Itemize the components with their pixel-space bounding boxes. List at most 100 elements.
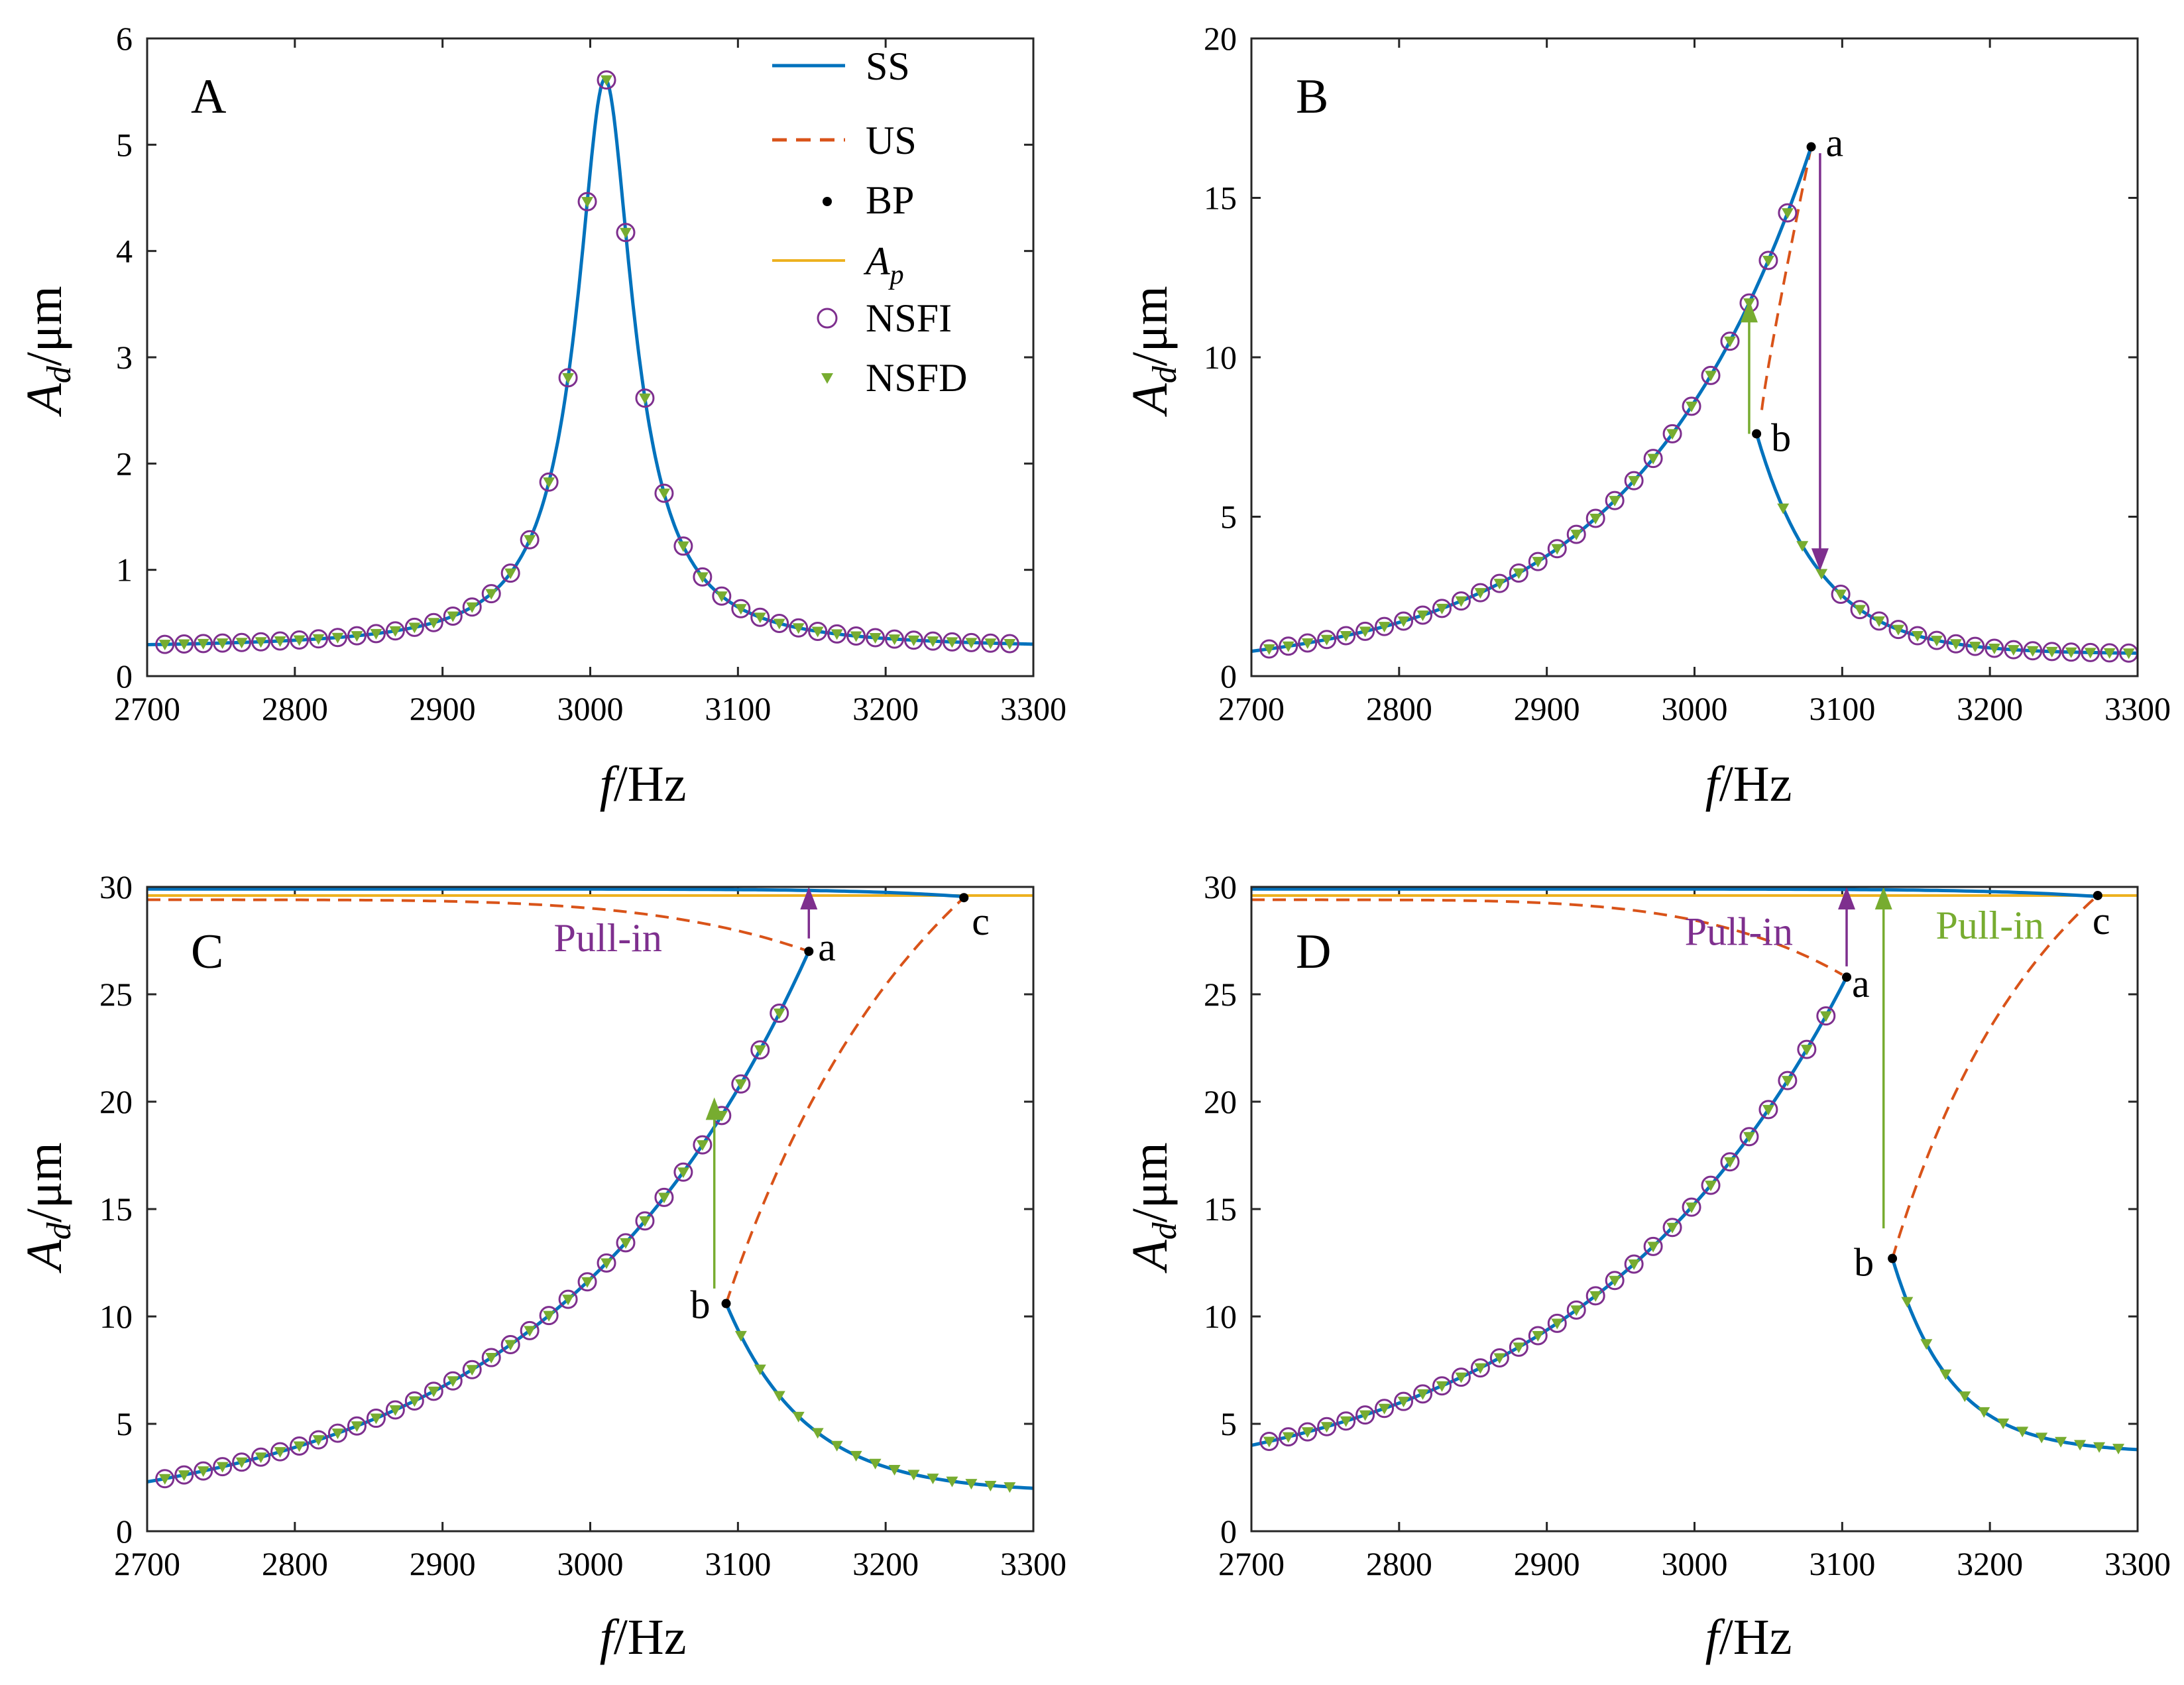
panel-c-nsfi-marker: [500, 1334, 520, 1354]
panel-a-nsfd-marker: [408, 622, 421, 634]
panel-a-nsfd-marker: [466, 602, 479, 613]
panel-b-nsfi-marker: [1412, 605, 1432, 625]
panel-d-letter: D: [1296, 925, 1331, 979]
panel-c-label-a: a: [818, 925, 836, 969]
panel-b-nsfd-marker: [1647, 453, 1660, 465]
panel-a-nsfd-marker: [773, 618, 785, 630]
panel-b-nsfi-marker-lower: [2023, 641, 2043, 661]
panel-b-bp-a: [1806, 142, 1816, 152]
panel-d-nsfi-marker: [1489, 1348, 1509, 1368]
panel-a-nsfi-marker: [270, 631, 290, 651]
panel-c-nsfd-marker: [677, 1167, 689, 1179]
panel-c-nsfd-marker: [658, 1192, 670, 1204]
panel-d-ytick-label: 0: [1220, 1513, 1237, 1550]
panel-c-nsfi-marker: [308, 1430, 328, 1450]
panel-d-nsfd-marker-lower: [2074, 1440, 2087, 1451]
panel-b-xtick-label: 2900: [1514, 690, 1580, 727]
panel-a-nsfi-marker: [443, 607, 463, 626]
panel-a-xtick-label: 3300: [1000, 690, 1066, 727]
panel-a-nsfd-marker: [831, 629, 843, 640]
panel-a-ytick-label: 6: [116, 20, 133, 57]
panel-a-nsfi-marker: [866, 628, 886, 648]
panel-a-nsfd-marker: [715, 591, 728, 603]
panel-c-nsfd-marker: [370, 1413, 382, 1424]
panel-d-nsfi-marker: [1605, 1271, 1625, 1291]
panel-b-nsfi-marker: [1701, 365, 1721, 385]
panel-b-nsfi-marker: [1605, 491, 1625, 510]
panel-c-nsfi-marker: [635, 1211, 655, 1231]
panel-b-nsfi-marker: [1394, 611, 1414, 631]
panel-a-nsfi-marker: [731, 599, 751, 618]
panel-c-us-curve-upper: [147, 898, 809, 953]
panel-a-nsfi-marker: [961, 632, 981, 652]
panel-c-arrow-0-head: [705, 1097, 723, 1120]
panel-b-nsfd-marker: [1301, 638, 1314, 650]
panel-d-nsfd-marker-lower: [2016, 1426, 2029, 1438]
panel-a-nsfi-marker: [385, 621, 405, 641]
panel-d-nsfd-marker-lower: [2112, 1444, 2125, 1455]
panel-a-nsfi-marker: [213, 633, 233, 653]
panel-a-nsfd-marker: [543, 477, 555, 489]
panel-a-nsfd-marker: [312, 634, 325, 645]
panel-c-nsfi-marker: [366, 1409, 386, 1428]
panel-c-nsfd-marker: [235, 1457, 248, 1468]
panel-b-nsfd-marker: [1532, 557, 1544, 568]
panel-b-nsfi-marker-lower: [2042, 642, 2062, 662]
panel-a-xtick-label: 2700: [114, 690, 180, 727]
panel-d-nsfd-marker-lower: [1939, 1369, 1952, 1381]
panel-a-nsfd-marker: [274, 636, 286, 647]
panel-d-nsfi-marker: [1682, 1197, 1701, 1217]
panel-d-nsfi-marker: [1279, 1427, 1298, 1447]
panel-c-nsfd-marker-lower: [927, 1474, 939, 1485]
panel-c-nsfd-marker: [331, 1428, 344, 1440]
panel-c-xtick-label: 2900: [410, 1545, 476, 1582]
legend-ss: SS: [772, 44, 910, 88]
panel-d-nsfd-marker: [1781, 1076, 1794, 1087]
panel-b-nsfi-marker: [1355, 621, 1375, 641]
panel-a-letter: A: [191, 70, 226, 124]
panel-c-nsfi-marker: [347, 1416, 367, 1436]
panel-a-nsfi-marker: [232, 632, 252, 652]
panel-b-nsfd-marker: [1416, 610, 1429, 621]
panel-c-nsfi-marker: [539, 1306, 559, 1326]
panel-a-nsfd-marker: [754, 612, 766, 624]
panel-d-nsfd-marker: [1455, 1372, 1467, 1383]
panel-d-us-curve-lower: [1891, 894, 2099, 1259]
panel-a-xlabel: f/Hz: [600, 756, 687, 812]
panel-b-nsfd-marker-lower: [1815, 569, 1828, 580]
panel-b-nsfd-marker-lower: [1777, 503, 1790, 514]
panel-c-nsfd-marker-lower: [850, 1450, 862, 1462]
panel-a-nsfd-marker: [696, 572, 709, 583]
panel-d-nsfd-marker-lower: [1978, 1407, 1990, 1418]
panel-c-nsfd-marker-lower: [811, 1428, 824, 1439]
panel-d-xlabel: f/Hz: [1705, 1609, 1792, 1665]
panel-a-nsfi-marker: [693, 567, 713, 587]
panel-d-nsfd-marker: [1532, 1330, 1544, 1342]
panel-c-ytick-label: 5: [116, 1405, 133, 1442]
panel-a-nsfi-marker: [980, 633, 1000, 653]
panel-b-ytick-label: 0: [1220, 658, 1237, 695]
panel-d-nsfi-marker: [1394, 1391, 1414, 1411]
panel-b-nsfd-marker-lower: [2007, 645, 2020, 656]
panel-d-nsfd-marker: [1686, 1202, 1698, 1214]
panel-d: D f/Hz Ad/μm 2700 2800 2900 3000 3100 3200 330…: [1122, 868, 2171, 1665]
panel-a-nsfd-marker: [351, 631, 363, 642]
panel-a-nsfi-marker: [635, 388, 655, 408]
panel-a-nsfi-marker: [577, 192, 597, 211]
panel-d-pull-in-label-1: Pull-in: [1935, 903, 2043, 947]
panel-a-ticks: 2700 2800 2900 3000 3100 3200 3300 0 1 2 3 4 5 6: [114, 20, 1066, 727]
panel-c-nsfd-marker-lower: [869, 1458, 882, 1470]
panel-c-nsfd-marker-lower: [907, 1470, 920, 1481]
panel-c-arrow-1-head: [800, 887, 818, 909]
panel-b-nsfd-marker-lower: [1796, 541, 1809, 552]
panel-c-nsfd-marker: [619, 1238, 632, 1249]
panel-b-nsfi-marker: [1375, 616, 1395, 636]
panel-b-nsfi-marker-lower: [2081, 642, 2100, 662]
panel-b-xtick-label: 2800: [1366, 690, 1432, 727]
panel-c-nsfd-marker: [773, 1008, 785, 1019]
panel-a-nsfd-marker: [869, 633, 882, 644]
panel-b-nsfd-marker-lower: [2026, 646, 2039, 657]
panel-a-nsfi-marker: [500, 563, 520, 583]
panel-c-nsfd-marker-lower: [773, 1391, 785, 1402]
